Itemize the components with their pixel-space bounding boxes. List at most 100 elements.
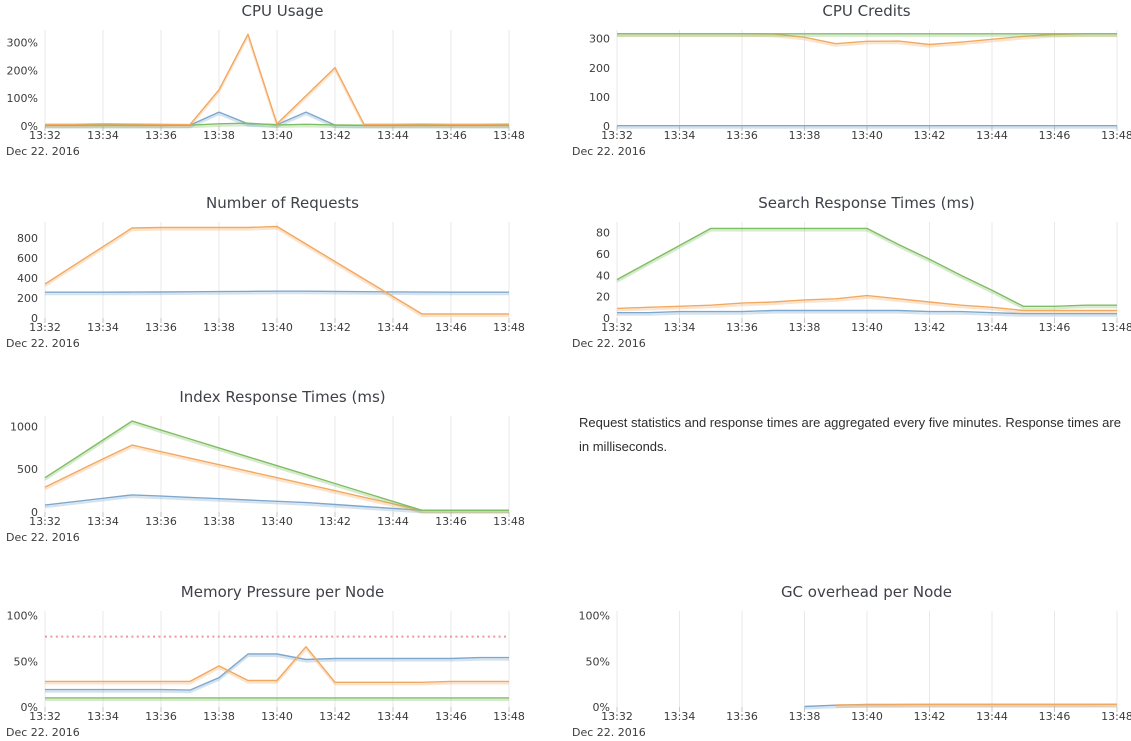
svg-text:13:40: 13:40 — [851, 129, 883, 142]
svg-text:Dec 22. 2016: Dec 22. 2016 — [6, 726, 80, 739]
svg-text:13:34: 13:34 — [87, 515, 119, 528]
svg-text:0%: 0% — [21, 701, 38, 714]
svg-text:13:38: 13:38 — [203, 129, 235, 142]
svg-text:13:42: 13:42 — [914, 129, 946, 142]
chart-search-response-times: Search Response Times (ms) 13:32 13:34 13:… — [566, 192, 1131, 360]
svg-text:13:44: 13:44 — [976, 321, 1008, 334]
svg-text:13:34: 13:34 — [664, 129, 696, 142]
svg-text:13:40: 13:40 — [261, 321, 293, 334]
svg-text:50%: 50% — [586, 655, 610, 668]
svg-text:13:34: 13:34 — [87, 129, 119, 142]
svg-text:200: 200 — [589, 62, 610, 75]
svg-text:0%: 0% — [21, 120, 38, 133]
svg-text:13:32: 13:32 — [601, 129, 633, 142]
svg-text:13:32: 13:32 — [601, 710, 633, 723]
svg-text:13:40: 13:40 — [851, 710, 883, 723]
note-text: Request statistics and response times ar… — [579, 415, 1121, 454]
svg-text:13:48: 13:48 — [493, 710, 525, 723]
memory-pressure-plot: 13:32 13:34 13:36 13:38 13:40 13:42 13:44 13:46… — [6, 610, 525, 739]
svg-text:13:44: 13:44 — [377, 129, 409, 142]
svg-text:13:48: 13:48 — [493, 129, 525, 142]
svg-text:13:36: 13:36 — [145, 515, 177, 528]
svg-text:0: 0 — [31, 312, 38, 325]
svg-text:13:46: 13:46 — [435, 710, 467, 723]
chart-title-gc-overhead: GC overhead per Node — [780, 583, 953, 601]
svg-text:13:38: 13:38 — [789, 129, 821, 142]
svg-text:13:44: 13:44 — [377, 515, 409, 528]
svg-text:13:38: 13:38 — [203, 321, 235, 334]
svg-text:200: 200 — [17, 292, 38, 305]
svg-text:50%: 50% — [14, 655, 38, 668]
svg-text:13:38: 13:38 — [203, 710, 235, 723]
svg-text:13:34: 13:34 — [664, 710, 696, 723]
chart-cpu-credits: CPU Credits 13:32 13:34 13:36 13:38 13:40 13:… — [566, 0, 1131, 168]
svg-text:1000: 1000 — [10, 420, 38, 433]
svg-text:13:42: 13:42 — [319, 129, 351, 142]
svg-text:13:44: 13:44 — [976, 129, 1008, 142]
svg-text:800: 800 — [17, 232, 38, 245]
svg-text:0: 0 — [603, 120, 610, 133]
chart-memory-pressure: Memory Pressure per Node 13:32 13:34 13:36… — [0, 581, 565, 741]
svg-text:13:38: 13:38 — [789, 321, 821, 334]
svg-text:13:32: 13:32 — [29, 515, 61, 528]
svg-text:13:40: 13:40 — [261, 515, 293, 528]
chart-gc-overhead: GC overhead per Node 13:32 13:34 13:36 13:3… — [566, 581, 1131, 741]
svg-text:13:40: 13:40 — [261, 129, 293, 142]
svg-text:13:46: 13:46 — [1039, 129, 1071, 142]
search-response-times-plot: 13:32 13:34 13:36 13:38 13:40 13:42 13:44 13:46… — [572, 222, 1131, 350]
chart-title-search-response-times: Search Response Times (ms) — [758, 194, 975, 212]
svg-text:13:48: 13:48 — [1101, 129, 1131, 142]
svg-text:13:42: 13:42 — [319, 321, 351, 334]
svg-text:13:36: 13:36 — [726, 710, 758, 723]
svg-text:40: 40 — [596, 269, 610, 282]
svg-text:13:42: 13:42 — [319, 710, 351, 723]
svg-text:13:40: 13:40 — [851, 321, 883, 334]
svg-text:400: 400 — [17, 272, 38, 285]
svg-text:13:36: 13:36 — [145, 129, 177, 142]
number-of-requests-plot: 13:32 13:34 13:36 13:38 13:40 13:42 13:44 13:46… — [6, 222, 525, 350]
svg-text:13:36: 13:36 — [145, 710, 177, 723]
chart-title-cpu-usage: CPU Usage — [241, 2, 324, 20]
svg-text:100%: 100% — [7, 92, 38, 105]
svg-text:13:42: 13:42 — [319, 515, 351, 528]
svg-text:Dec 22. 2016: Dec 22. 2016 — [6, 337, 80, 350]
svg-text:13:42: 13:42 — [914, 710, 946, 723]
svg-text:13:32: 13:32 — [29, 129, 61, 142]
svg-text:Dec 22. 2016: Dec 22. 2016 — [572, 726, 646, 739]
chart-title-cpu-credits: CPU Credits — [822, 2, 911, 20]
svg-text:Dec 22. 2016: Dec 22. 2016 — [572, 145, 646, 158]
cpu-usage-plot: 13:32 13:34 13:36 13:38 13:40 13:42 13:44 13:46… — [6, 30, 525, 158]
chart-cpu-usage: CPU Usage 13:32 13:34 13:36 13:38 13:40 13:42… — [0, 0, 565, 168]
svg-text:13:48: 13:48 — [493, 515, 525, 528]
svg-text:0: 0 — [31, 506, 38, 519]
svg-text:60: 60 — [596, 248, 610, 261]
svg-text:13:46: 13:46 — [1039, 710, 1071, 723]
svg-text:13:48: 13:48 — [1101, 710, 1131, 723]
svg-text:13:34: 13:34 — [87, 710, 119, 723]
svg-text:13:44: 13:44 — [377, 710, 409, 723]
svg-text:13:42: 13:42 — [914, 321, 946, 334]
svg-text:13:44: 13:44 — [976, 710, 1008, 723]
svg-text:13:40: 13:40 — [261, 710, 293, 723]
svg-text:13:46: 13:46 — [1039, 321, 1071, 334]
svg-text:0: 0 — [603, 312, 610, 325]
index-response-times-plot: 13:32 13:34 13:36 13:38 13:40 13:42 13:44 13:46… — [6, 416, 525, 544]
svg-text:Dec 22. 2016: Dec 22. 2016 — [572, 337, 646, 350]
svg-text:13:46: 13:46 — [435, 515, 467, 528]
chart-title-memory-pressure: Memory Pressure per Node — [180, 583, 385, 601]
svg-text:13:46: 13:46 — [435, 321, 467, 334]
svg-text:0%: 0% — [593, 701, 610, 714]
chart-number-of-requests: Number of Requests 13:32 13:34 13:36 13:38 1… — [0, 192, 565, 360]
svg-text:300%: 300% — [7, 37, 38, 50]
svg-text:13:36: 13:36 — [145, 321, 177, 334]
svg-text:20: 20 — [596, 291, 610, 304]
svg-text:100%: 100% — [579, 610, 610, 623]
svg-text:13:44: 13:44 — [377, 321, 409, 334]
gc-overhead-plot: 13:32 13:34 13:36 13:38 13:40 13:42 13:44 13:46… — [572, 610, 1131, 739]
svg-text:13:48: 13:48 — [1101, 321, 1131, 334]
chart-title-number-of-requests: Number of Requests — [206, 194, 359, 212]
svg-text:Dec 22. 2016: Dec 22. 2016 — [6, 531, 80, 544]
cpu-credits-plot: 13:32 13:34 13:36 13:38 13:40 13:42 13:44 13:46… — [572, 30, 1131, 158]
svg-text:500: 500 — [17, 463, 38, 476]
